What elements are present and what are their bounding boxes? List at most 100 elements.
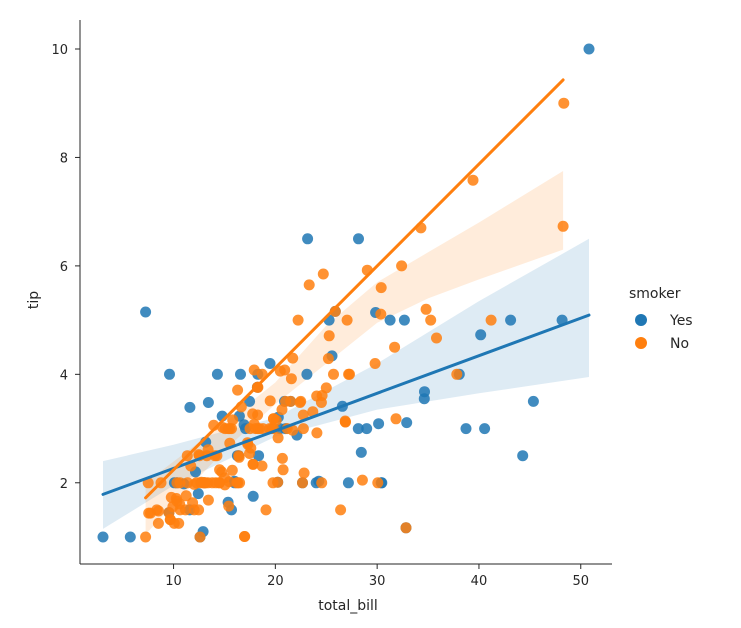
point-no [152,517,164,529]
point-no [276,452,288,464]
point-no [194,531,206,543]
point-no [285,395,297,407]
point-no [140,531,152,543]
point-no [356,474,368,486]
point-no [226,464,238,476]
point-no [276,404,288,416]
point-no [431,332,442,344]
point-no [272,432,284,444]
scatter-points [97,43,595,543]
point-no [171,495,183,507]
point-yes [244,395,256,407]
point-yes [235,368,246,380]
point-yes [302,233,314,245]
point-no [277,464,289,476]
y-axis-label: tip [26,291,42,309]
ci-band-yes [103,238,589,529]
point-no [239,531,251,542]
point-no [213,477,225,489]
point-yes [398,314,410,326]
point-no [311,427,323,439]
point-no [328,368,339,380]
point-yes [192,488,204,500]
point-no [143,507,155,519]
point-no [375,282,387,294]
point-no [264,395,276,407]
point-no [372,477,384,489]
point-yes [301,368,313,380]
point-yes [264,358,276,369]
x-tick-label: 20 [267,574,284,589]
point-no [341,314,353,326]
point-no [317,268,329,280]
point-no [233,450,245,462]
regression-line-no [144,78,565,500]
point-no [272,476,284,488]
point-yes [419,386,430,398]
point-yes [211,368,223,380]
point-no [268,413,279,425]
point-yes [253,450,265,462]
y-tick-label: 8 [60,151,68,166]
point-no [558,97,570,109]
point-yes [505,314,517,326]
point-yes [342,477,354,489]
point-yes [355,446,367,458]
point-no [234,477,246,489]
point-no [467,174,479,186]
point-no [202,494,214,506]
ci-band-no [145,171,564,535]
x-ticks: 10 20 30 40 50 [165,564,589,589]
point-yes [517,450,529,462]
point-yes [583,43,595,55]
point-no [298,467,310,479]
point-yes [124,531,136,543]
point-no [323,330,335,342]
point-yes [527,395,539,407]
legend-marker-no [635,337,647,349]
point-yes [475,329,487,341]
point-yes [184,401,196,413]
ci-bands [103,171,589,535]
x-tick-label: 50 [572,574,589,589]
point-yes [353,233,364,245]
point-no [223,500,235,512]
point-no [297,423,309,435]
legend: smoker Yes No [629,286,693,352]
point-no [315,397,327,408]
point-no [198,477,210,489]
point-no [557,220,569,232]
point-no [153,505,164,517]
point-no [375,308,387,320]
point-no [214,464,226,476]
point-no [316,477,328,489]
y-tick-label: 2 [60,477,68,492]
legend-marker-yes [635,314,647,326]
point-no [400,522,412,534]
point-no [451,368,463,380]
point-yes [384,314,396,326]
point-no [180,490,192,502]
x-tick-label: 40 [471,574,488,589]
x-tick-label: 10 [165,574,182,589]
y-tick-label: 10 [51,43,68,58]
point-no [297,477,308,489]
point-no [303,279,315,291]
legend-title: smoker [629,286,681,302]
y-ticks: 2 4 6 8 10 [51,43,80,492]
point-no [369,358,381,369]
point-no [248,418,260,430]
x-tick-label: 30 [369,574,386,589]
point-no [295,395,307,407]
regression-line-yes [101,313,591,496]
x-axis-label: total_bill [318,598,378,614]
point-no [335,504,347,516]
point-yes [401,417,413,429]
point-yes [352,423,364,435]
point-no [389,341,401,353]
point-no [193,504,205,516]
point-yes [479,423,491,435]
point-yes [373,418,385,430]
point-no [174,477,186,489]
